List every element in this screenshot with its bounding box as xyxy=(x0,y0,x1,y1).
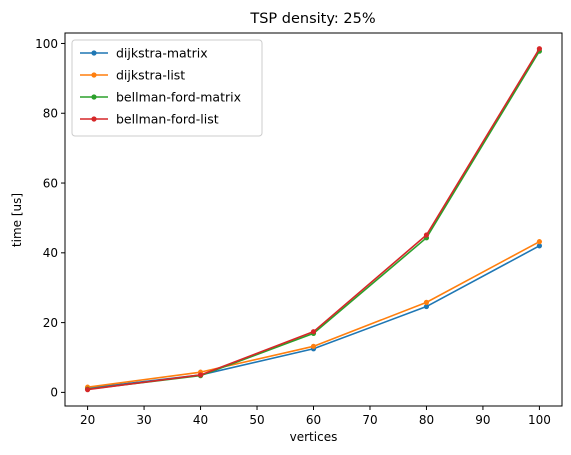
legend-box xyxy=(71,39,263,137)
x-tick-label: 40 xyxy=(193,413,208,427)
legend-swatch-marker-bellman-ford-list xyxy=(91,116,97,122)
y-tick-label: 20 xyxy=(43,316,58,330)
x-tick-label: 80 xyxy=(419,413,434,427)
y-tick-label: 0 xyxy=(50,386,58,400)
x-tick-label: 60 xyxy=(306,413,321,427)
legend: dijkstra-matrix dijkstra-list bellman-ford… xyxy=(71,39,263,137)
data-point-bellman-ford-list xyxy=(536,46,543,52)
data-point-bellman-ford-list xyxy=(423,232,430,238)
y-tick-label: 100 xyxy=(35,37,58,51)
y-axis-label: time [us] xyxy=(10,193,24,247)
x-tick-label: 100 xyxy=(528,413,551,427)
legend-swatch-marker-bellman-ford-matrix xyxy=(91,94,97,100)
data-point-dijkstra-list xyxy=(423,299,430,305)
data-point-dijkstra-list xyxy=(310,343,317,349)
data-point-bellman-ford-list xyxy=(197,372,204,378)
legend-label-bellman-ford-matrix: bellman-ford-matrix xyxy=(116,90,241,105)
x-tick-label: 70 xyxy=(362,413,377,427)
x-axis-label: vertices xyxy=(290,430,338,444)
y-tick-label: 40 xyxy=(43,246,58,260)
x-tick-label: 30 xyxy=(136,413,151,427)
legend-label-dijkstra-list: dijkstra-list xyxy=(116,68,185,83)
y-tick-label: 80 xyxy=(43,107,58,121)
chart-title: TSP density: 25% xyxy=(249,11,375,27)
legend-label-bellman-ford-list: bellman-ford-list xyxy=(116,112,219,127)
data-point-bellman-ford-list xyxy=(310,329,317,335)
y-tick-label: 60 xyxy=(43,176,58,190)
x-tick-label: 20 xyxy=(80,413,95,427)
data-point-dijkstra-matrix xyxy=(423,303,430,310)
legend-swatch-marker-dijkstra-list xyxy=(91,72,97,78)
x-tick-label: 90 xyxy=(475,413,490,427)
legend-swatch-marker-dijkstra-matrix xyxy=(91,50,97,56)
data-point-dijkstra-list xyxy=(536,239,543,245)
data-point-dijkstra-matrix xyxy=(536,243,543,249)
x-tick-label: 50 xyxy=(249,413,264,427)
data-point-bellman-ford-list xyxy=(84,387,91,393)
legend-label-dijkstra-matrix: dijkstra-matrix xyxy=(116,46,208,61)
